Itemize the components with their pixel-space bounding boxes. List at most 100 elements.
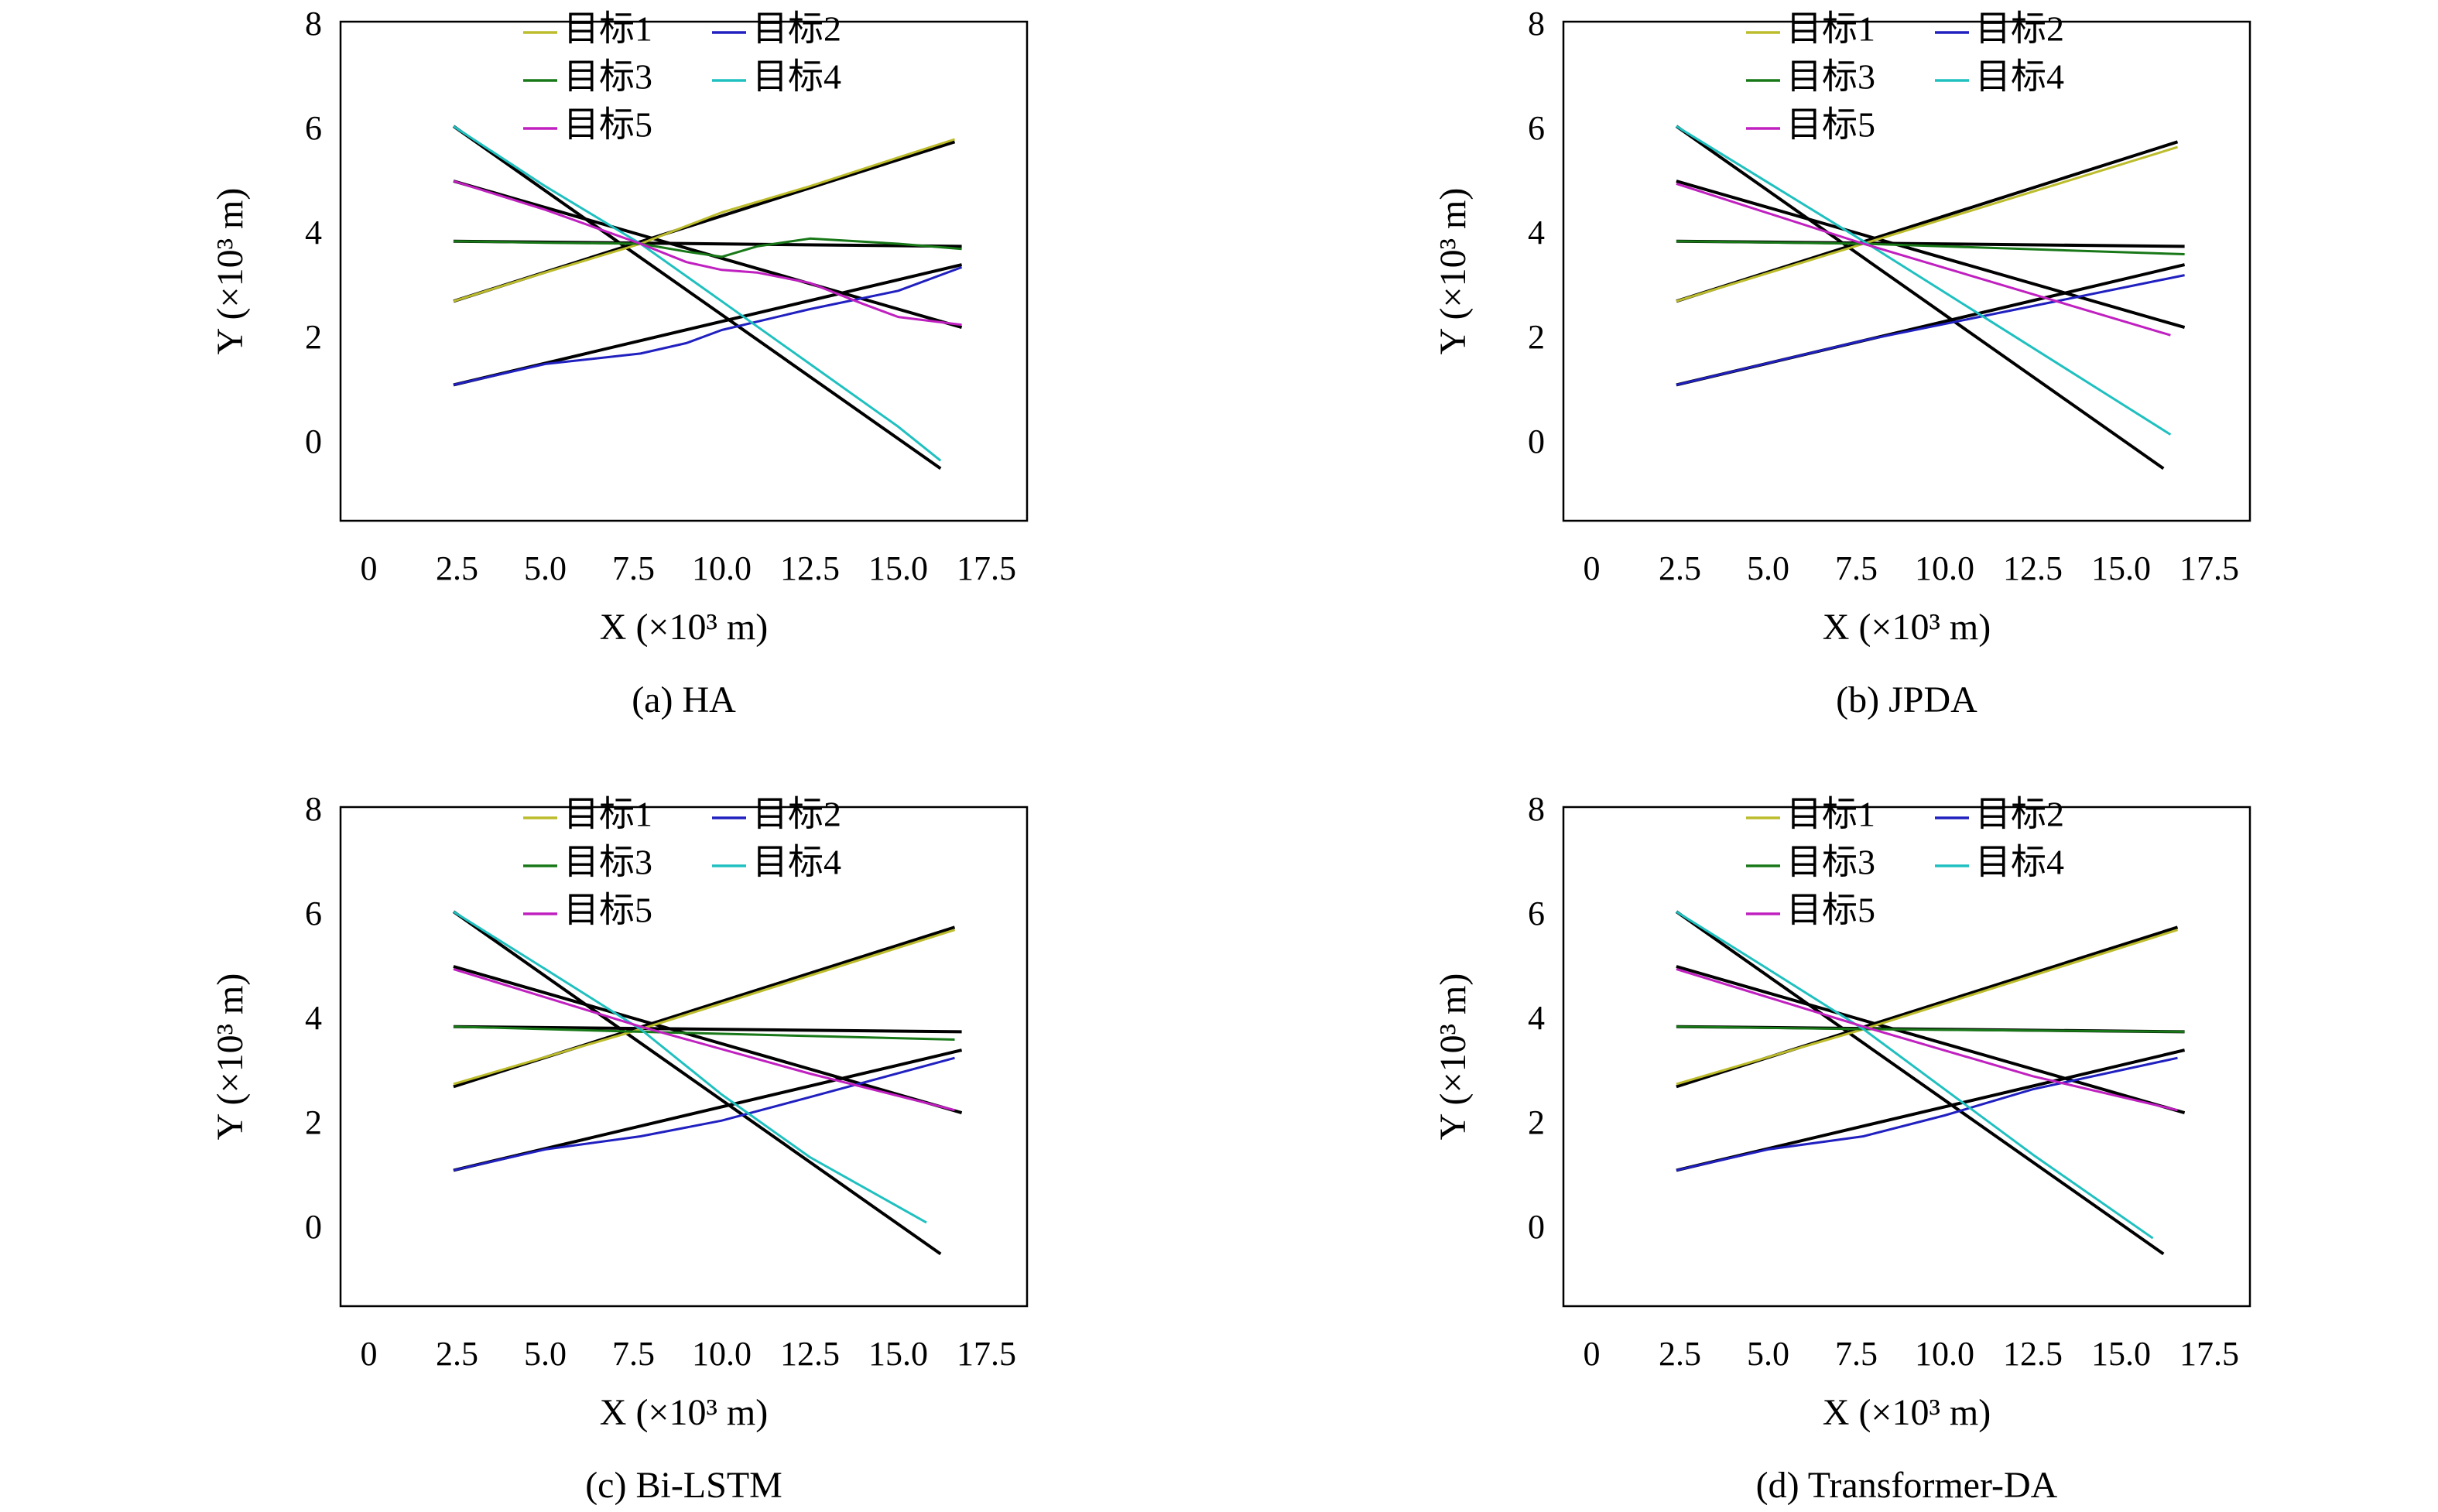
true-track [1675,910,2165,1256]
x-tick-label: 17.5 [2179,1335,2239,1373]
estimated-track [453,265,963,386]
legend-text: 目标3 [1786,843,1875,882]
y-tick-label: 2 [1528,318,1545,356]
y-tick-label: 2 [305,1103,322,1141]
legend-text: 目标1 [563,795,652,834]
y-tick-label: 6 [305,895,322,932]
x-tick-label: 0 [1583,1335,1600,1373]
y-tick-label: 0 [1528,422,1545,460]
x-tick-label: 7.5 [612,549,655,587]
legend-text: 目标4 [1975,57,2064,97]
estimated-track [453,237,962,258]
estimated-track [453,180,962,327]
plot: 0 2.5 5.0 7.5 10.0 12.5 15.0 17.5 0 2 4 6 8 目标1 目标2 目标3… [1433,5,2251,720]
x-tick-label: 7.5 [612,1335,655,1373]
x-tick-label: 5.0 [524,549,567,587]
estimated-track [453,1025,955,1041]
true-track [1676,965,2186,1115]
x-tick-label: 15.0 [868,1335,928,1373]
estimated-track [453,910,927,1224]
legend-text: 目标1 [1786,795,1875,834]
legend-text: 目标3 [563,57,652,97]
legend-text: 目标5 [563,891,652,930]
legend-text: 目标5 [563,105,652,145]
x-tick-label: 17.5 [957,1335,1016,1373]
y-tick-label: 6 [305,109,322,147]
y-tick-label: 6 [1528,109,1545,147]
legend-text: 目标4 [752,843,841,882]
caption: (a) HA [632,679,736,720]
y-tick-label: 4 [1528,999,1545,1037]
x-tick-label: 2.5 [1659,1335,1701,1373]
estimated-track [453,138,955,303]
estimated-track [1676,125,2172,436]
estimated-track [1676,1056,2178,1172]
estimated-track [1676,910,2154,1240]
legend-text: 目标4 [752,57,841,97]
legend-text: 目标1 [563,9,652,49]
true-track [452,910,942,1256]
estimated-track [453,1056,955,1172]
x-tick-label: 0 [360,549,377,587]
y-axis-label: Y (×10³ m) [1433,188,1474,355]
x-tick-label: 7.5 [1835,549,1878,587]
legend-text: 目标2 [752,9,841,49]
caption: (b) JPDA [1836,679,1977,720]
x-tick-label: 12.5 [780,1335,840,1373]
y-tick-label: 2 [305,318,322,356]
legend-text: 目标3 [1786,57,1875,97]
estimated-track [453,125,942,462]
plot-frame [339,806,1029,1308]
true-track [453,965,963,1115]
true-track [1675,125,2165,470]
x-axis-label: X (×10³ m) [600,607,768,648]
plot-frame [1562,20,2251,522]
x-tick-label: 15.0 [868,549,928,587]
y-tick-label: 4 [305,999,322,1037]
legend-text: 目标5 [1786,891,1875,930]
x-tick-label: 2.5 [436,549,478,587]
y-tick-label: 0 [305,1208,322,1246]
y-tick-label: 4 [1528,214,1545,251]
y-tick-label: 8 [305,5,322,43]
true-track [453,1025,962,1034]
legend-text: 目标2 [752,795,841,834]
legend-text: 目标1 [1786,9,1875,49]
true-track [1676,180,2186,330]
y-axis-label: Y (×10³ m) [1433,973,1474,1141]
y-tick-label: 4 [305,214,322,251]
x-tick-label: 0 [1583,549,1600,587]
x-tick-label: 7.5 [1835,1335,1878,1373]
y-axis-label: Y (×10³ m) [210,973,251,1141]
x-axis-label: X (×10³ m) [1823,607,1991,648]
legend-text: 目标5 [1786,105,1875,145]
x-tick-label: 15.0 [2091,1335,2151,1373]
x-tick-label: 5.0 [524,1335,567,1373]
x-tick-label: 10.0 [1915,1335,1974,1373]
x-tick-label: 0 [360,1335,377,1373]
x-tick-label: 5.0 [1747,1335,1789,1373]
x-tick-label: 12.5 [2003,1335,2063,1373]
y-tick-label: 8 [1528,5,1545,43]
plot-frame [339,20,1029,522]
estimated-track [1676,182,2171,337]
x-tick-label: 17.5 [2179,549,2239,587]
plot-frame [1562,806,2251,1308]
true-track [452,125,942,470]
x-tick-label: 12.5 [780,549,840,587]
plot: 0 2.5 5.0 7.5 10.0 12.5 15.0 17.5 0 2 4 6 8 目标1 目标2 目标3… [210,790,1029,1506]
x-tick-label: 15.0 [2091,549,2151,587]
legend-text: 目标3 [563,843,652,882]
legend-text: 目标2 [1975,9,2064,49]
y-tick-label: 2 [1528,1103,1545,1141]
y-tick-label: 0 [1528,1208,1545,1246]
legend-text: 目标2 [1975,795,2064,834]
y-tick-label: 0 [305,422,322,460]
estimated-track [453,967,955,1112]
estimated-track [1676,274,2185,386]
x-tick-label: 2.5 [436,1335,478,1373]
x-tick-label: 10.0 [692,1335,752,1373]
x-axis-label: X (×10³ m) [1823,1392,1991,1433]
x-tick-label: 2.5 [1659,549,1701,587]
